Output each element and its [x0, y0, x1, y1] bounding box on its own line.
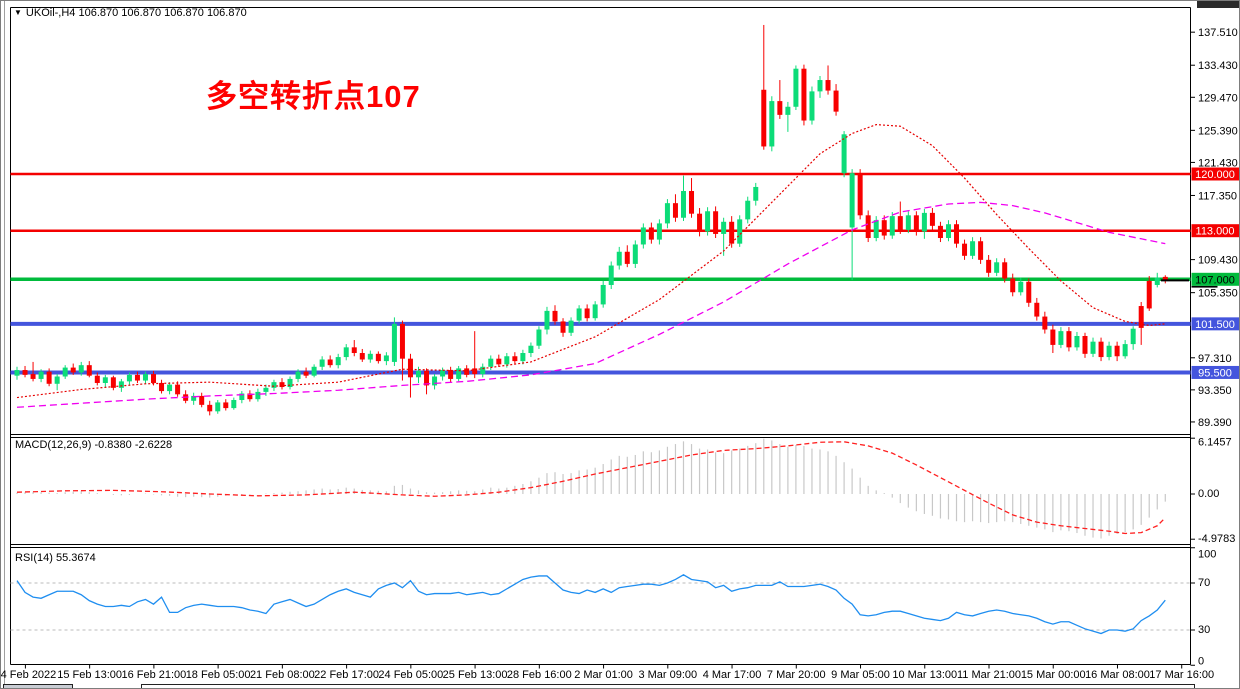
macd-histogram — [16, 438, 1166, 539]
price-level-label: 95.500 — [1191, 365, 1239, 379]
svg-text:15 Mar 00:00: 15 Mar 00:00 — [1021, 669, 1086, 681]
svg-text:6.1457: 6.1457 — [1198, 437, 1232, 449]
svg-text:9 Mar 05:00: 9 Mar 05:00 — [831, 669, 890, 681]
svg-text:105.350: 105.350 — [1198, 288, 1238, 300]
symbol-quote-text: UKOil-,H4 106.870 106.870 106.870 106.87… — [25, 7, 247, 19]
rsi-axis: 100 70 30 0 — [1190, 547, 1216, 668]
svg-text:7 Mar 20:00: 7 Mar 20:00 — [767, 669, 826, 681]
window-corner-decoration — [1197, 1, 1239, 8]
price-axis: 137.510 133.430 129.470 125.390 121.430 117.3… — [1190, 27, 1239, 429]
svg-text:17 Mar 16:00: 17 Mar 16:00 — [1149, 669, 1214, 681]
rsi-level-gridlines — [10, 582, 1191, 631]
price-level-label: 120.000 — [1191, 167, 1239, 181]
svg-text:120.000: 120.000 — [1195, 169, 1235, 181]
symbol-info-line: ▼ UKOil-,H4 106.870 106.870 106.870 106.8… — [14, 7, 247, 19]
svg-text:93.350: 93.350 — [1198, 385, 1232, 397]
chart-frame — [4, 1, 1239, 684]
svg-text:107.000: 107.000 — [1195, 274, 1235, 286]
svg-text:3 Mar 09:00: 3 Mar 09:00 — [638, 669, 697, 681]
horizontal-scrollbar — [1, 684, 1239, 688]
svg-text:101.500: 101.500 — [1195, 319, 1235, 331]
svg-text:125.390: 125.390 — [1198, 125, 1238, 137]
svg-text:137.510: 137.510 — [1198, 27, 1238, 39]
rsi-line — [16, 574, 1166, 635]
chart-annotation-text: 多空转折点107 — [206, 79, 421, 114]
svg-text:30: 30 — [1198, 624, 1210, 636]
svg-text:89.390: 89.390 — [1198, 417, 1232, 429]
ma-fast-line — [16, 123, 1166, 399]
svg-text:0.00: 0.00 — [1198, 488, 1219, 500]
svg-text:117.350: 117.350 — [1198, 190, 1237, 202]
svg-text:24 Feb 05:00: 24 Feb 05:00 — [378, 669, 443, 681]
macd-axis: 6.1457 0.00 -4.9783 — [1190, 437, 1235, 545]
svg-text:2 Mar 01:00: 2 Mar 01:00 — [574, 669, 633, 681]
svg-text:25 Feb 13:00: 25 Feb 13:00 — [443, 669, 508, 681]
svg-text:129.470: 129.470 — [1198, 92, 1238, 104]
svg-text:16 Feb 21:00: 16 Feb 21:00 — [121, 669, 186, 681]
svg-text:95.500: 95.500 — [1198, 367, 1232, 379]
svg-text:70: 70 — [1198, 577, 1210, 589]
current-price-marker — [1161, 279, 1218, 288]
svg-text:15 Feb 13:00: 15 Feb 13:00 — [57, 669, 122, 681]
price-level-label: 107.000 — [1191, 272, 1239, 286]
scrollbar-thumb[interactable] — [3, 684, 73, 688]
svg-text:109.430: 109.430 — [1198, 255, 1238, 267]
symbol-dropdown-icon[interactable]: ▼ — [14, 8, 22, 17]
scrollbar-track[interactable] — [141, 684, 1195, 688]
svg-text:18 Feb 05:00: 18 Feb 05:00 — [186, 669, 251, 681]
rsi-indicator-label: RSI(14) 55.3674 — [15, 552, 96, 564]
svg-text:14 Feb 2022: 14 Feb 2022 — [1, 669, 56, 681]
ma-slow-line — [16, 201, 1166, 408]
svg-text:100: 100 — [1198, 549, 1216, 561]
svg-text:113.000: 113.000 — [1196, 226, 1235, 238]
macd-indicator-label: MACD(12,26,9) -0.8380 -2.6228 — [15, 439, 173, 451]
price-level-label: 101.500 — [1191, 317, 1239, 331]
svg-text:133.430: 133.430 — [1198, 60, 1238, 72]
svg-text:22 Feb 17:00: 22 Feb 17:00 — [314, 669, 379, 681]
horizontal-level-lines — [10, 172, 1191, 375]
svg-text:121.430: 121.430 — [1198, 157, 1238, 169]
svg-text:11 Mar 21:00: 11 Mar 21:00 — [957, 669, 1021, 681]
svg-text:-4.9783: -4.9783 — [1198, 533, 1235, 545]
svg-text:10 Mar 13:00: 10 Mar 13:00 — [892, 669, 957, 681]
svg-text:97.310: 97.310 — [1198, 353, 1232, 365]
svg-text:16 Mar 08:00: 16 Mar 08:00 — [1085, 669, 1150, 681]
price-level-label: 113.000 — [1191, 224, 1239, 238]
candlesticks — [14, 24, 1168, 416]
svg-text:4 Mar 17:00: 4 Mar 17:00 — [703, 669, 762, 681]
macd-signal-line — [16, 441, 1166, 535]
svg-text:21 Feb 08:00: 21 Feb 08:00 — [250, 669, 315, 681]
svg-text:28 Feb 16:00: 28 Feb 16:00 — [507, 669, 572, 681]
svg-text:0: 0 — [1198, 656, 1204, 668]
